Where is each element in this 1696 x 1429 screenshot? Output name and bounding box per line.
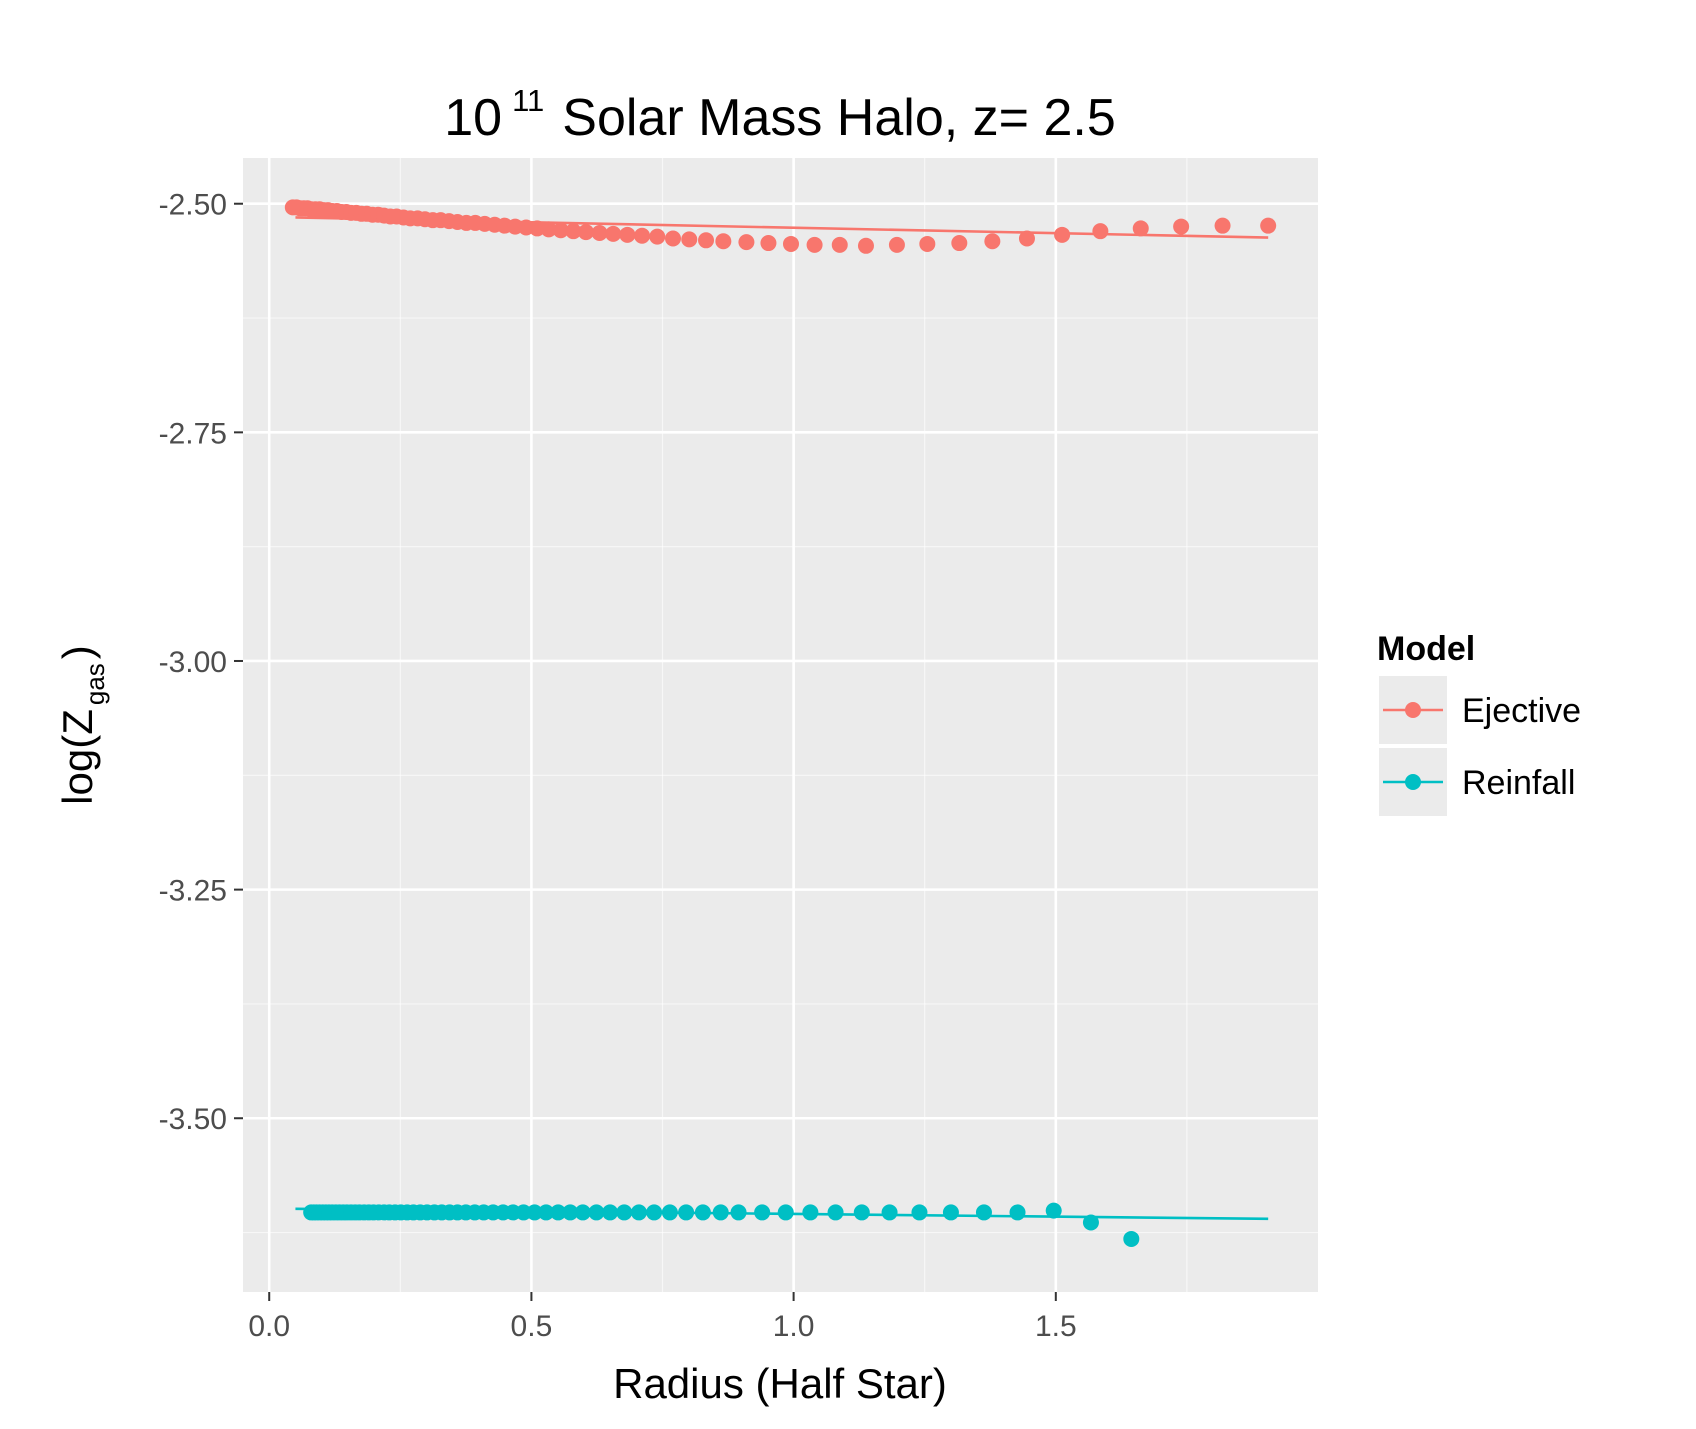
- reinfall-point: [616, 1204, 633, 1221]
- reinfall-point: [646, 1204, 663, 1221]
- ejective-point: [760, 235, 777, 252]
- reinfall-point: [712, 1204, 729, 1221]
- ejective-point: [665, 230, 681, 247]
- ejective-point: [857, 237, 874, 254]
- reinfall-point: [754, 1204, 771, 1221]
- x-tick-label: 1.5: [1035, 1310, 1077, 1343]
- legend-title: Model: [1377, 630, 1475, 668]
- reinfall-point: [678, 1204, 695, 1221]
- reinfall-point: [562, 1204, 579, 1221]
- y-tick-label: -3.00: [159, 646, 227, 679]
- y-axis-title-subscript: gas: [80, 663, 110, 705]
- chart-title: 10 11 Solar Mass Halo, z= 2.5: [444, 83, 1116, 147]
- reinfall-point: [661, 1204, 678, 1221]
- ejective-point: [619, 226, 636, 243]
- reinfall-point: [550, 1204, 567, 1221]
- ejective-point: [540, 221, 557, 238]
- y-tick-label: -3.50: [159, 1103, 227, 1136]
- ejective-point: [1092, 223, 1109, 240]
- reinfall-point: [777, 1204, 794, 1221]
- reinfall-point: [694, 1204, 711, 1221]
- reinfall-point: [881, 1204, 898, 1221]
- ejective-point: [591, 224, 608, 241]
- reinfall-point: [827, 1204, 844, 1221]
- ejective-point: [806, 236, 823, 253]
- ejective-point: [715, 233, 732, 250]
- legend-key-point-reinfall: [1405, 774, 1421, 790]
- x-tick-label: 0.0: [248, 1310, 290, 1343]
- data-points: [284, 199, 1277, 1247]
- chart-title-base: 10: [444, 89, 502, 147]
- reinfall-point: [1123, 1230, 1140, 1247]
- plot-panel: [243, 158, 1318, 1292]
- ejective-point: [1260, 217, 1277, 234]
- y-axis-title: log(Z gas ): [54, 645, 110, 805]
- ejective-point: [577, 224, 594, 241]
- y-tick-label: -2.50: [159, 189, 227, 222]
- reinfall-point: [975, 1204, 992, 1221]
- reinfall-point: [853, 1204, 870, 1221]
- chart-title-exponent: 11: [512, 83, 544, 118]
- major-gridlines: [243, 158, 1318, 1292]
- reinfall-point: [602, 1204, 619, 1221]
- minor-gridlines: [243, 158, 1318, 1292]
- ejective-point: [1132, 220, 1149, 237]
- ejective-point: [1054, 226, 1071, 243]
- ejective-point: [1214, 217, 1231, 234]
- ejective-point: [565, 223, 582, 240]
- ejective-point: [634, 227, 651, 244]
- ejective-point: [681, 231, 698, 248]
- legend: Model Ejective Reinfall: [1377, 630, 1581, 816]
- reinfall-point: [588, 1204, 605, 1221]
- reinfall-point: [1009, 1204, 1026, 1221]
- reinfall-point: [1045, 1202, 1062, 1219]
- x-axis-ticks: 0.0 0.5 1.0 1.5: [248, 1292, 1077, 1343]
- reinfall-point: [526, 1204, 543, 1221]
- ejective-point: [529, 220, 546, 237]
- y-tick-label: -3.25: [159, 875, 227, 908]
- legend-key-point-ejective: [1405, 702, 1421, 718]
- ejective-point: [605, 225, 622, 242]
- reinfall-point: [574, 1204, 591, 1221]
- ejective-point: [831, 236, 848, 253]
- ejective-point: [951, 235, 968, 252]
- x-tick-label: 0.5: [511, 1310, 553, 1343]
- reinfall-point: [802, 1204, 819, 1221]
- x-tick-label: 1.0: [773, 1310, 815, 1343]
- y-axis-title-suffix: ): [54, 645, 101, 659]
- y-tick-label: -2.75: [159, 417, 227, 450]
- ejective-point: [984, 233, 1001, 250]
- ejective-point: [698, 232, 715, 249]
- ejective-point: [782, 235, 799, 252]
- x-axis-title: Radius (Half Star): [613, 1360, 947, 1407]
- reinfall-point: [942, 1204, 959, 1221]
- ejective-point: [888, 236, 905, 253]
- reinfall-point: [1082, 1214, 1099, 1231]
- reinfall-point: [538, 1204, 555, 1221]
- legend-items: Ejective Reinfall: [1379, 676, 1581, 816]
- reinfall-point: [630, 1204, 647, 1221]
- ejective-point: [738, 234, 755, 251]
- legend-label-ejective: Ejective: [1462, 692, 1581, 730]
- ejective-point: [649, 228, 666, 245]
- ejective-point: [1018, 230, 1035, 247]
- legend-label-reinfall: Reinfall: [1462, 764, 1575, 802]
- ejective-point: [919, 235, 936, 252]
- reinfall-point: [730, 1204, 747, 1221]
- ejective-point: [552, 222, 569, 239]
- reinfall-point: [911, 1204, 928, 1221]
- y-axis-ticks: -2.50 -2.75 -3.00 -3.25 -3.50: [159, 189, 243, 1136]
- chart-title-rest: Solar Mass Halo, z= 2.5: [562, 89, 1115, 147]
- reinfall-point: [515, 1204, 532, 1221]
- y-axis-title-prefix: log(Z: [54, 709, 101, 805]
- ejective-point: [1173, 218, 1190, 235]
